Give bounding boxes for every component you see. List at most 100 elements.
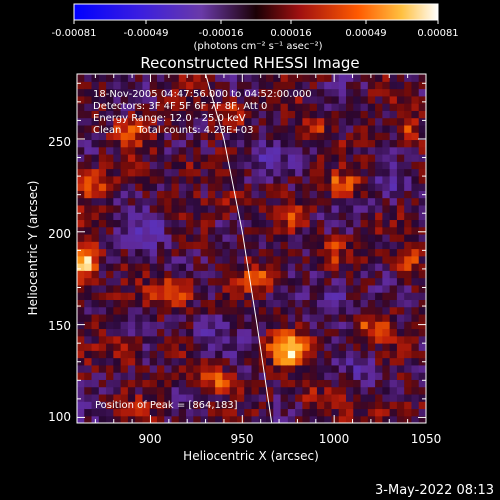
heatmap-cell xyxy=(302,248,311,257)
heatmap-cell xyxy=(295,335,303,344)
heatmap-cell xyxy=(244,95,253,104)
heatmap-cell xyxy=(353,88,362,97)
heatmap-cell xyxy=(236,335,245,344)
heatmap-cell xyxy=(360,263,369,271)
heatmap-cell xyxy=(411,233,420,242)
heatmap-cell xyxy=(266,124,274,133)
heatmap-cell xyxy=(215,350,224,359)
heatmap-cell xyxy=(236,212,245,221)
heatmap-cell xyxy=(106,74,114,82)
heatmap-cell xyxy=(411,321,420,330)
heatmap-cell xyxy=(353,168,362,177)
heatmap-cell xyxy=(411,110,420,119)
heatmap-cell xyxy=(251,408,260,417)
heatmap-cell xyxy=(346,328,354,337)
heatmap-cell xyxy=(396,379,405,388)
heatmap-cell xyxy=(309,408,318,417)
heatmap-cell xyxy=(367,263,376,271)
heatmap-cell xyxy=(91,292,100,300)
heatmap-cell xyxy=(346,241,354,250)
heatmap-cell xyxy=(396,299,405,308)
heatmap-cell xyxy=(324,88,333,97)
heatmap-cell xyxy=(84,132,93,141)
heatmap-cell xyxy=(382,132,391,141)
heatmap-cell xyxy=(164,95,173,104)
heatmap-cell xyxy=(84,313,93,322)
heatmap-cell xyxy=(120,248,129,257)
heatmap-cell xyxy=(280,415,289,423)
heatmap-cell xyxy=(418,124,426,133)
heatmap-cell xyxy=(316,364,325,373)
heatmap-cell xyxy=(178,284,187,293)
heatmap-cell xyxy=(324,168,333,177)
heatmap-cell xyxy=(331,350,340,359)
heatmap-cell xyxy=(251,219,260,228)
heatmap-cell xyxy=(106,124,114,133)
heatmap-cell xyxy=(215,270,224,279)
heatmap-cell xyxy=(396,103,405,111)
heatmap-cell xyxy=(200,226,209,235)
heatmap-cell xyxy=(309,292,318,300)
heatmap-cell xyxy=(178,270,187,279)
heatmap-cell xyxy=(389,364,398,373)
heatmap-cell xyxy=(316,197,325,206)
heatmap-cell xyxy=(171,321,180,330)
heatmap-cell xyxy=(215,139,224,148)
heatmap-cell xyxy=(287,263,296,271)
heatmap-cell xyxy=(287,372,296,380)
heatmap-cell xyxy=(84,226,93,235)
heatmap-cell xyxy=(404,175,413,184)
heatmap-cell xyxy=(142,248,151,257)
heatmap-cell xyxy=(215,292,224,300)
heatmap-cell xyxy=(229,153,238,162)
heatmap-cell xyxy=(113,335,122,344)
heatmap-cell xyxy=(331,372,340,380)
heatmap-cell xyxy=(280,219,289,228)
heatmap-cell xyxy=(360,183,369,191)
heatmap-cell xyxy=(258,306,267,315)
heatmap-cell xyxy=(331,241,340,250)
heatmap-cell xyxy=(244,386,253,395)
heatmap-cell xyxy=(156,219,165,228)
heatmap-cell xyxy=(302,379,311,388)
heatmap-cell xyxy=(302,161,311,170)
heatmap-cell xyxy=(375,241,383,250)
heatmap-cell xyxy=(418,299,426,308)
heatmap-cell xyxy=(229,124,238,133)
heatmap-cell xyxy=(404,386,413,395)
heatmap-cell xyxy=(389,168,398,177)
heatmap-cell xyxy=(353,241,362,250)
heatmap-cell xyxy=(127,379,136,388)
heatmap-cell xyxy=(207,219,216,228)
heatmap-cell xyxy=(360,306,369,315)
heatmap-cell xyxy=(156,139,165,148)
heatmap-cell xyxy=(98,313,107,322)
heatmap-cell xyxy=(120,226,129,235)
heatmap-cell xyxy=(316,335,325,344)
heatmap-cell xyxy=(135,183,144,191)
heatmap-cell xyxy=(244,226,253,235)
heatmap-cell xyxy=(156,161,165,170)
heatmap-cell xyxy=(367,212,376,221)
heatmap-cell xyxy=(338,386,347,395)
heatmap-cell xyxy=(142,408,151,417)
heatmap-cell xyxy=(346,146,354,155)
heatmap-cell xyxy=(77,161,85,170)
heatmap-cell xyxy=(222,306,231,315)
heatmap-cell xyxy=(266,204,274,213)
heatmap-cell xyxy=(375,313,383,322)
heatmap-cell xyxy=(382,161,391,170)
heatmap-cell xyxy=(280,343,289,351)
heatmap-cell xyxy=(258,328,267,337)
heatmap-cell xyxy=(98,248,107,257)
heatmap-cell xyxy=(229,74,238,82)
heatmap-cell xyxy=(324,95,333,104)
heatmap-cell xyxy=(193,74,202,82)
heatmap-cell xyxy=(266,357,274,366)
heatmap-cell xyxy=(404,299,413,308)
heatmap-cell xyxy=(287,401,296,410)
heatmap-cell xyxy=(127,299,136,308)
heatmap-cell xyxy=(418,117,426,126)
heatmap-cell xyxy=(404,401,413,410)
heatmap-cell xyxy=(258,335,267,344)
